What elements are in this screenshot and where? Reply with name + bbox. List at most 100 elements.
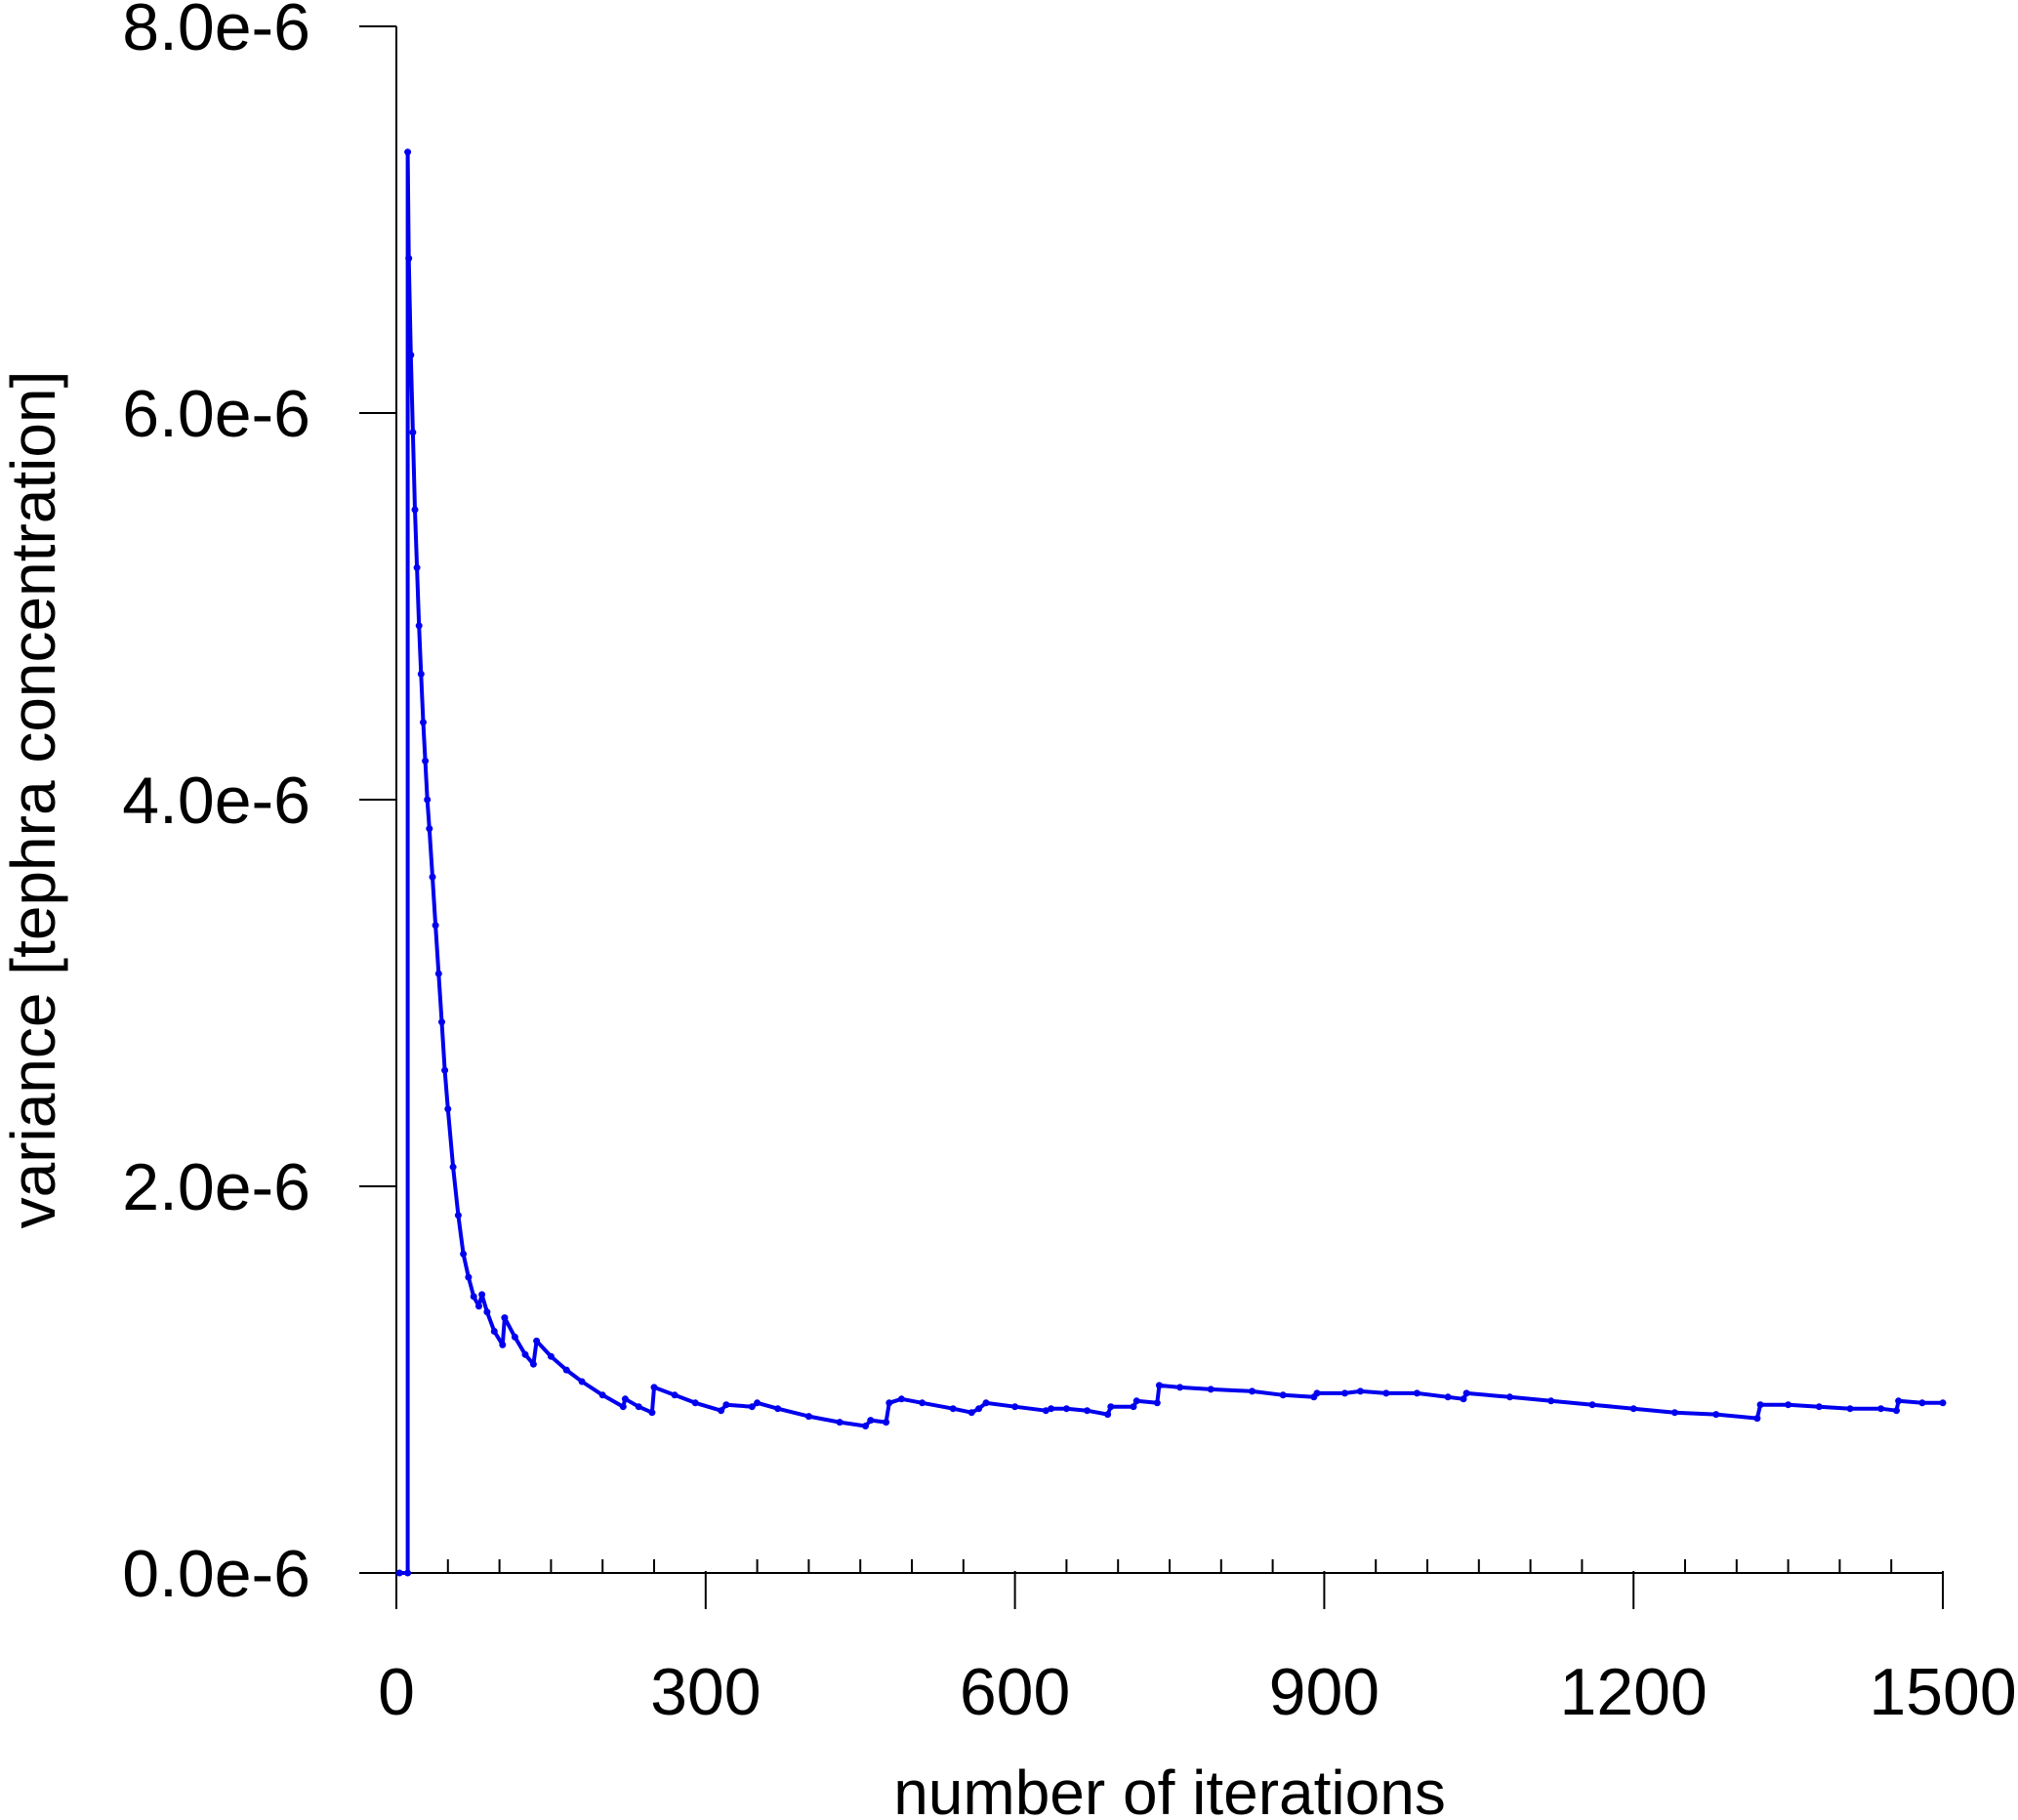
- data-point: [718, 1407, 725, 1415]
- data-point: [432, 922, 439, 930]
- y-tick-label: 4.0e-6: [122, 764, 310, 838]
- data-point: [1413, 1389, 1421, 1397]
- data-point: [1011, 1403, 1019, 1411]
- data-point: [1249, 1387, 1256, 1395]
- data-point: [1462, 1389, 1470, 1397]
- data-point: [395, 1569, 403, 1577]
- data-point: [1130, 1403, 1137, 1411]
- data-point: [465, 1273, 473, 1281]
- x-tick-label: 600: [960, 1655, 1070, 1729]
- data-point: [754, 1399, 762, 1407]
- data-point: [836, 1419, 844, 1427]
- data-point: [475, 1303, 482, 1310]
- data-point: [422, 757, 430, 765]
- data-point: [1846, 1405, 1854, 1413]
- data-point: [1084, 1407, 1091, 1415]
- data-point: [1877, 1405, 1885, 1413]
- data-point: [429, 873, 436, 881]
- data-point: [862, 1423, 869, 1429]
- data-point: [1133, 1397, 1140, 1405]
- data-point: [1279, 1391, 1287, 1399]
- y-axis-title: variance [tephra concentration]: [0, 371, 68, 1229]
- axes: 0 300 600 900 1200 1500 0.0e-6 2.0e-6 4.0e-6 6.0…: [122, 0, 2016, 1729]
- data-point: [1153, 1399, 1161, 1407]
- data-point: [490, 1328, 498, 1335]
- data-point: [1895, 1397, 1903, 1405]
- y-axis-ticks: 0.0e-6 2.0e-6 4.0e-6 6.0e-6 8.0e-6: [122, 0, 396, 1611]
- data-point: [1753, 1415, 1761, 1423]
- x-axis-ticks: 0 300 600 900 1200 1500: [378, 1559, 2017, 1729]
- data-point: [1785, 1401, 1792, 1409]
- x-tick-label: 0: [378, 1655, 415, 1729]
- x-tick-label: 300: [650, 1655, 761, 1729]
- data-point: [1547, 1397, 1555, 1405]
- data-point: [1155, 1382, 1163, 1389]
- data-point: [409, 429, 417, 436]
- y-tick-label: 8.0e-6: [122, 0, 310, 64]
- data-point: [438, 1018, 445, 1026]
- x-tick-label: 1500: [1869, 1655, 2016, 1729]
- data-point: [441, 1066, 449, 1074]
- data-point: [1939, 1399, 1947, 1407]
- data-point: [413, 563, 421, 571]
- data-point: [598, 1391, 606, 1399]
- data-point: [982, 1399, 990, 1407]
- data-series: [395, 148, 1947, 1577]
- data-point: [1756, 1401, 1764, 1409]
- data-point: [529, 1360, 537, 1368]
- data-point: [1460, 1395, 1467, 1403]
- data-point: [405, 255, 413, 263]
- data-point: [919, 1399, 927, 1407]
- data-point: [562, 1366, 570, 1374]
- data-point: [1506, 1393, 1513, 1401]
- data-point: [804, 1413, 812, 1421]
- data-point: [444, 1105, 452, 1113]
- data-point: [1042, 1407, 1050, 1415]
- data-point: [404, 148, 412, 156]
- data-point: [748, 1403, 756, 1411]
- data-point: [449, 1163, 457, 1171]
- data-point: [1815, 1403, 1823, 1411]
- x-axis-title: number of iterations: [893, 1758, 1446, 1820]
- data-point: [1588, 1401, 1596, 1409]
- data-point: [1893, 1407, 1900, 1415]
- data-point: [420, 719, 427, 726]
- data-point: [1356, 1387, 1364, 1395]
- data-point: [1444, 1393, 1452, 1401]
- data-point: [407, 352, 415, 359]
- data-point: [434, 970, 442, 977]
- data-point: [968, 1409, 975, 1417]
- data-point: [511, 1333, 518, 1341]
- y-tick-label: 2.0e-6: [122, 1150, 310, 1224]
- data-point: [1341, 1389, 1348, 1397]
- data-point: [619, 1403, 627, 1411]
- data-point: [478, 1291, 486, 1299]
- data-point: [426, 825, 433, 833]
- data-point: [547, 1352, 555, 1360]
- data-point: [883, 1419, 890, 1427]
- data-point: [648, 1409, 656, 1417]
- data-point: [1062, 1405, 1070, 1413]
- data-point: [424, 796, 432, 804]
- data-point: [1382, 1389, 1390, 1397]
- data-point: [417, 670, 425, 678]
- data-point: [691, 1399, 699, 1407]
- data-point: [885, 1399, 893, 1407]
- data-point: [975, 1405, 983, 1413]
- data-point: [501, 1314, 509, 1322]
- data-point: [1048, 1405, 1055, 1413]
- data-point: [1104, 1411, 1112, 1419]
- data-point: [415, 622, 423, 630]
- data-point: [454, 1212, 462, 1220]
- data-point: [867, 1417, 875, 1425]
- data-point: [499, 1341, 507, 1348]
- data-point: [671, 1391, 679, 1399]
- x-tick-label: 900: [1269, 1655, 1380, 1729]
- y-tick-label: 0.0e-6: [122, 1537, 310, 1611]
- data-point: [1918, 1399, 1926, 1407]
- data-point: [1176, 1384, 1184, 1391]
- data-point: [774, 1405, 782, 1413]
- data-point: [1207, 1386, 1215, 1393]
- data-point: [521, 1350, 529, 1358]
